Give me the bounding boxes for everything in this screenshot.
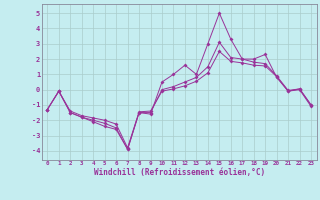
X-axis label: Windchill (Refroidissement éolien,°C): Windchill (Refroidissement éolien,°C) — [94, 168, 265, 177]
